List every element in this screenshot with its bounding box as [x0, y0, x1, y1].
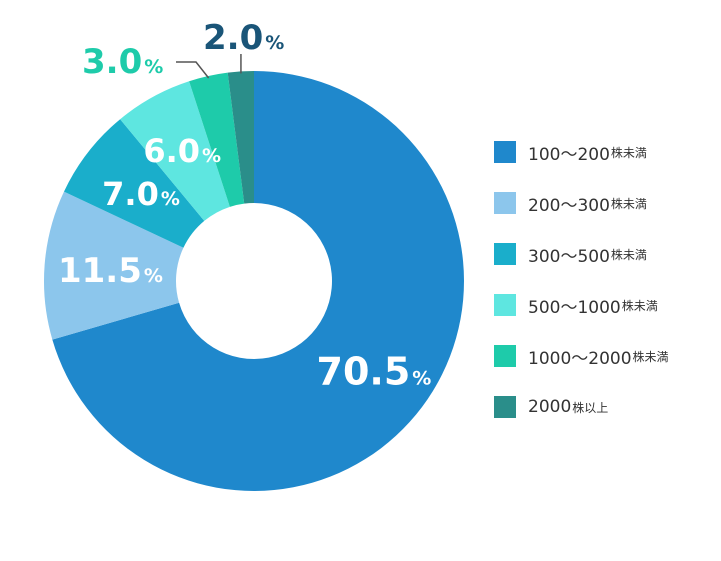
legend-range: 200〜300 [528, 195, 610, 216]
legend-unit: 株未満 [621, 298, 658, 313]
legend-range: 2000 [528, 397, 572, 417]
data-label-6: 2.0% [203, 18, 284, 58]
data-label-1: 70.5% [317, 350, 432, 394]
legend-unit: 株未満 [610, 247, 647, 262]
slice-3 [63, 119, 205, 248]
data-label-5: 3.0% [82, 42, 163, 82]
legend-item-2: 200〜300 株未満 [494, 191, 721, 216]
legend-range: 500〜1000 [528, 297, 621, 318]
legend-unit: 株未満 [632, 349, 669, 364]
data-label-3: 7.0% [102, 175, 180, 213]
legend-item-3: 300〜500 株未満 [494, 242, 721, 267]
slice-4 [120, 81, 230, 221]
legend-swatch [494, 294, 516, 316]
legend-item-4: 500〜1000 株未満 [494, 293, 721, 318]
legend-item-5: 1000〜2000 株未満 [494, 344, 721, 369]
slice-2 [44, 191, 184, 340]
legend-range: 1000〜2000 [528, 348, 632, 369]
slice-5 [189, 72, 245, 207]
legend-unit: 株未満 [610, 196, 647, 211]
slice-1 [52, 71, 464, 491]
legend-unit: 株以上 [572, 400, 609, 415]
legend-swatch [494, 141, 516, 163]
legend-swatch [494, 192, 516, 214]
legend-item-1: 100〜200 株未満 [494, 140, 721, 165]
slice-6 [227, 71, 254, 204]
legend-swatch [494, 345, 516, 367]
legend-item-6: 2000 株以上 [494, 395, 721, 419]
legend-range: 300〜500 [528, 246, 610, 267]
legend-range: 100〜200 [528, 144, 610, 165]
leader-line-5 [176, 61, 210, 79]
legend-swatch [494, 243, 516, 265]
data-label-4: 6.0% [143, 132, 221, 170]
data-label-2: 11.5% [58, 251, 163, 291]
legend-swatch [494, 396, 516, 418]
legend-unit: 株未満 [610, 145, 647, 160]
